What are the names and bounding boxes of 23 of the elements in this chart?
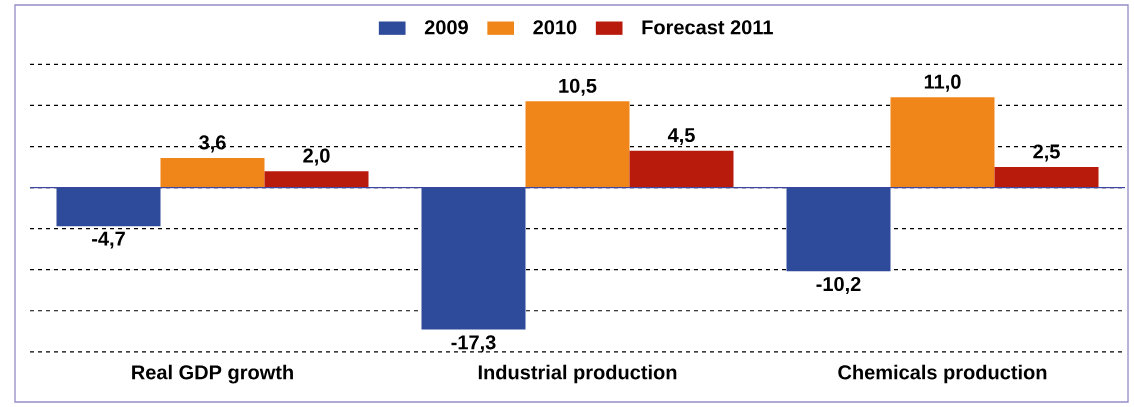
bar [525, 101, 630, 188]
legend-label: 2010 [533, 20, 577, 35]
legend-label: 2009 [424, 20, 468, 35]
bar [994, 167, 1099, 188]
data-label: -10,2 [816, 276, 861, 294]
data-label: 11,0 [924, 74, 961, 92]
data-label: 10,5 [559, 78, 597, 96]
x-tick-label: Industrial production [478, 364, 677, 384]
x-tick-label: Real GDP growth [132, 364, 293, 384]
data-label: 4,5 [667, 128, 695, 146]
data-label: -4,7 [92, 231, 125, 249]
data-label: -17,3 [451, 335, 496, 353]
bar [160, 158, 265, 188]
bar [421, 187, 526, 330]
x-tick-label: Chemicals production [838, 364, 1047, 384]
bar [890, 97, 995, 188]
data-label: 2,0 [303, 148, 330, 166]
legend-label: Forecast 2011 [642, 20, 773, 35]
data-label: 2,5 [1033, 144, 1060, 162]
bar [56, 187, 161, 227]
bar [786, 187, 891, 272]
bar [629, 150, 734, 188]
bar [264, 171, 369, 188]
